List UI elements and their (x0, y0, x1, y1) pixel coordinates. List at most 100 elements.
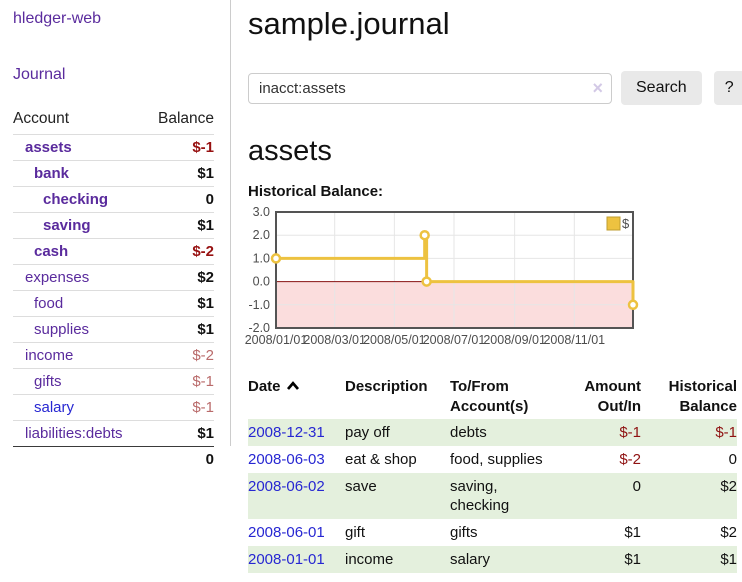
transaction-date-link[interactable]: 2008-06-03 (248, 451, 325, 468)
register-row: 2008-06-01 gift gifts $1 $2 (248, 519, 737, 546)
sidebar-account-link-food[interactable]: food (34, 295, 64, 312)
sidebar-account-link-checking[interactable]: checking (43, 191, 109, 208)
historical-balance-chart[interactable]: $3.0 2.0 1.0 0.0 -1.0 -2.0 2008/01/01 2008/03/0… (245, 205, 740, 353)
date-cell: 2008-01-01 (248, 546, 345, 573)
register-header-row: Date Description To/From Account(s) Amount Ou… (248, 375, 737, 419)
sidebar-account-link-gifts[interactable]: gifts (34, 373, 62, 390)
accounts-cell: gifts (450, 524, 478, 541)
account-balance: $-1 (146, 134, 214, 161)
x-tick-label: 2008/09/01 (483, 333, 546, 347)
accounts-cell: debts (450, 424, 487, 441)
search-form: × Search ? (248, 71, 742, 105)
page-title: sample.journal (248, 6, 450, 41)
legend-label: $ (622, 216, 630, 231)
chart-canvas: $3.0 2.0 1.0 0.0 -1.0 -2.02008/01/012008/03/0… (245, 205, 639, 347)
date-cell: 2008-06-01 (248, 519, 345, 546)
y-tick-label: -1.0 (248, 298, 270, 312)
sidebar-item-journal[interactable]: Journal (13, 66, 66, 83)
accounts-cell: food, supplies (450, 451, 543, 468)
description-cell: save (345, 478, 377, 495)
data-point (419, 229, 430, 241)
register-column-header-date[interactable]: Date (248, 375, 345, 419)
amount-cell: $1 (624, 524, 641, 541)
y-tick-label: 0.0 (253, 275, 270, 289)
register-row: 2008-01-01 income salary $1 $1 (248, 546, 737, 573)
sidebar-account-row: gifts $-1 (13, 368, 214, 395)
y-tick-label: 2.0 (253, 228, 270, 242)
main-content: sample.journal × Search ? assets Histori… (245, 0, 742, 573)
register-column-header-amount: Amount Out/In (584, 378, 641, 415)
account-balance: $1 (146, 160, 214, 187)
description-cell: pay off (345, 424, 390, 441)
search-input-wrap: × (248, 72, 612, 104)
sidebar-account-link-expenses[interactable]: expenses (25, 269, 90, 286)
sidebar-total-row: 0 (13, 446, 214, 472)
register-column-header-historical: Historical Balance (668, 378, 737, 415)
register-row: 2008-06-03 eat & shop food, supplies $-2 0 (248, 446, 737, 473)
y-tick-label: 3.0 (253, 205, 270, 219)
sidebar-account-row: liabilities:debts $1 (13, 420, 214, 447)
date-cell: 2008-06-03 (248, 446, 345, 473)
x-tick-label: 2008/01/01 (245, 333, 308, 347)
sidebar-account-row: cash $-2 (13, 238, 214, 265)
sidebar-account-link-income[interactable]: income (25, 347, 74, 364)
plot-border (275, 211, 634, 329)
description-cell: income (345, 551, 394, 568)
sidebar-account-link-saving[interactable]: saving (43, 217, 91, 234)
sidebar-account-row: saving $1 (13, 212, 214, 239)
balance-cell: $1 (720, 551, 737, 568)
y-tick-label: 1.0 (253, 251, 270, 265)
register-row: 2008-12-31 pay off debts $-1 $-1 (248, 419, 737, 446)
help-button[interactable]: ? (713, 71, 742, 105)
balance-column-header: Balance (157, 110, 214, 127)
account-balance: $1 (146, 420, 214, 447)
transaction-date-link[interactable]: 2008-06-01 (248, 524, 325, 541)
sidebar-account-link-assets[interactable]: assets (25, 139, 72, 156)
register-header: Date Description To/From Account(s) Amount Ou… (248, 375, 737, 419)
account-balance: $-1 (146, 368, 214, 395)
amount-cell: 0 (632, 478, 641, 495)
sidebar-account-row: assets $-1 (13, 134, 214, 161)
transaction-date-link[interactable]: 2008-01-01 (248, 551, 325, 568)
sidebar-account-row: food $1 (13, 290, 214, 317)
amount-cell: $-2 (619, 451, 641, 468)
sidebar-account-link-liabilities-debts[interactable]: liabilities:debts (25, 425, 123, 442)
data-point (270, 253, 282, 264)
account-balance: $1 (146, 316, 214, 343)
account-heading: assets (248, 135, 332, 167)
search-input[interactable] (248, 72, 612, 104)
x-tick-label: 2008/11/01 (543, 333, 605, 347)
register-column-header-description: Description (345, 378, 428, 395)
sidebar-accounts-body: assets $-1 bank $1 checking 0 saving $1 cash $-2 e… (13, 134, 214, 472)
accounts-cell: saving, checking (450, 478, 510, 514)
data-point (627, 299, 639, 311)
app-title-link[interactable]: hledger-web (13, 10, 102, 27)
sidebar-account-link-salary[interactable]: salary (34, 399, 75, 416)
register-body: 2008-12-31 pay off debts $-1 $-1 2008-06-03 ea… (248, 419, 737, 573)
x-tick-label: 2008/07/01 (423, 333, 486, 347)
balance-cell: $2 (720, 478, 737, 495)
sidebar-account-link-cash[interactable]: cash (34, 243, 69, 260)
balance-cell: 0 (728, 451, 737, 468)
account-balance: $1 (146, 290, 214, 317)
search-button[interactable]: Search (621, 71, 702, 105)
sidebar-account-link-bank[interactable]: bank (34, 165, 70, 182)
account-balance: $-1 (146, 394, 214, 421)
sidebar-nav: Journal (13, 66, 214, 84)
accounts-cell: salary (450, 551, 491, 568)
sidebar-account-row: supplies $1 (13, 316, 214, 343)
account-balance: 0 (146, 186, 214, 213)
balance-cell: $-1 (715, 424, 737, 441)
total-balance: 0 (146, 446, 214, 472)
amount-cell: $1 (624, 551, 641, 568)
chart-title: Historical Balance: (248, 183, 384, 200)
description-cell: eat & shop (345, 451, 417, 468)
sidebar-account-link-supplies[interactable]: supplies (34, 321, 90, 338)
account-balance: $-2 (146, 238, 214, 265)
date-cell: 2008-06-02 (248, 473, 345, 519)
clear-search-icon[interactable]: × (592, 77, 603, 98)
sidebar-account-row: expenses $2 (13, 264, 214, 291)
transaction-date-link[interactable]: 2008-06-02 (248, 478, 325, 495)
amount-cell: $-1 (619, 424, 641, 441)
transaction-date-link[interactable]: 2008-12-31 (248, 424, 325, 441)
